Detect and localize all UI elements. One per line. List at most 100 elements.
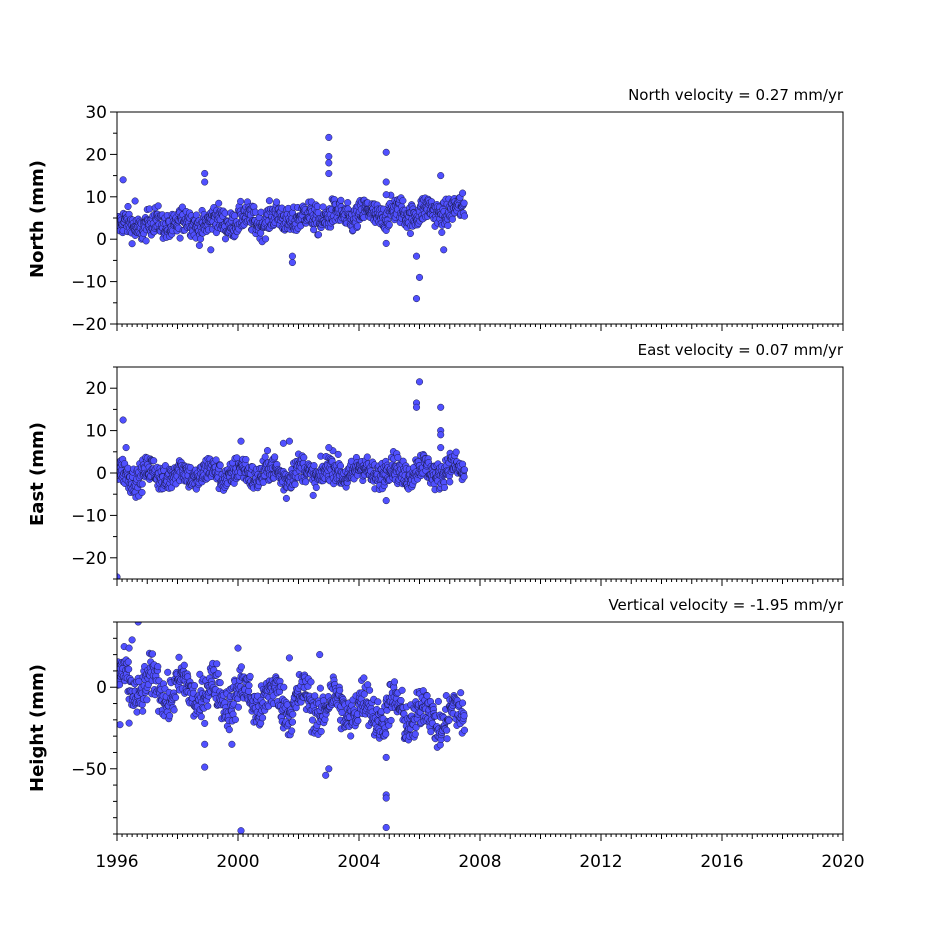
north-panel: North velocity = 0.27 mm/yr North (mm) 3… [27,86,844,335]
height-data-point [423,692,431,700]
east-panel-title: East velocity = 0.07 mm/yr [638,341,844,359]
height-y-axis-label: Height (mm) [27,664,48,792]
north-outlier-point [207,246,215,254]
height-data-point [397,696,405,705]
height-data-point [460,712,468,720]
east-outlier-point [437,403,445,411]
east-data-point [150,457,158,465]
height-panel-title: Vertical velocity = -1.95 mm/yr [608,596,843,614]
north-outlier-point [415,273,424,281]
east-data-point [394,453,402,462]
north-data-point [273,198,281,206]
north-outlier-point [201,169,209,178]
north-data-point [314,231,323,239]
height-x-tick-label: 2012 [579,852,622,872]
north-outlier-point [382,239,390,247]
height-data-point [225,726,233,734]
north-outlier-point [131,197,139,205]
height-data-point [280,683,288,691]
height-data-point [245,681,253,690]
east-outlier-point [437,431,445,439]
height-outlier-point [237,827,245,834]
north-outlier-point [440,246,448,254]
height-outlier-point [201,740,209,748]
east-data-point [138,488,146,496]
height-data-point [288,718,297,726]
height-data-point [164,668,172,676]
east-outlier-point [412,403,421,411]
east-y-tick-label: −10 [71,506,107,526]
north-data-point [124,202,132,211]
height-data-point [307,678,315,686]
height-data-point [354,717,362,725]
east-outlier-point [122,444,130,452]
north-y-tick-label: 0 [96,230,107,250]
height-data-point [175,653,183,661]
height-data-point [336,686,344,694]
height-data-point [139,707,147,715]
north-data-points [117,133,469,303]
north-data-point [399,197,407,205]
height-x-tick-label: 2020 [821,852,864,872]
east-outlier-point [285,437,293,445]
height-data-point [398,686,406,694]
north-data-point [406,229,414,238]
north-outlier-point [201,178,209,186]
north-outlier-point [382,191,390,199]
east-outlier-point [279,439,287,447]
height-data-point [427,728,435,736]
height-x-tick-label: 2000 [216,852,259,872]
height-outlier-point [382,753,390,761]
north-outlier-point [288,252,296,260]
height-outlier-point [316,651,324,659]
north-data-point [385,221,393,229]
north-outlier-point [412,295,421,303]
east-data-point [312,483,320,492]
height-data-point [143,696,151,704]
height-data-point [387,716,395,724]
north-data-point [215,199,223,207]
height-outlier-point [201,763,209,771]
north-data-point [154,202,162,210]
north-data-point [459,189,467,197]
height-data-point [374,698,382,706]
east-y-tick-label: 10 [85,422,107,442]
height-data-point [148,650,157,658]
east-data-point [363,453,371,461]
height-panel: Vertical velocity = -1.95 mm/yr Height (… [27,596,865,872]
east-data-point [300,453,308,462]
east-data-point [309,491,317,499]
east-data-point [452,448,460,456]
height-data-point [308,716,317,724]
north-data-point [353,222,362,230]
north-outlier-point [288,258,296,267]
height-outlier-point [128,636,136,644]
east-outlier-point [325,444,333,452]
height-y-tick-label: −50 [71,760,107,780]
east-y-axis-label: East (mm) [27,422,48,526]
height-data-points [117,622,469,834]
east-data-point [446,478,454,486]
north-y-tick-label: 20 [85,145,107,165]
east-panel: East velocity = 0.07 mm/yr East (mm) 20 1… [27,341,844,586]
height-data-point [288,727,296,735]
north-outlier-point [412,252,421,260]
height-data-point [360,674,368,682]
height-data-point [443,735,451,743]
height-data-point [234,703,242,711]
height-y-tick-label: 0 [96,678,107,698]
east-data-point [460,473,468,481]
east-data-point [216,461,224,469]
height-data-point [459,699,467,707]
height-data-point [204,702,212,710]
north-data-point [237,197,245,205]
height-x-tick-label: 2004 [337,852,380,872]
east-data-point [460,466,469,474]
north-data-point [142,237,150,245]
east-data-point [291,480,299,488]
height-outlier-point [234,644,242,652]
height-data-point [125,665,133,673]
height-data-point [237,663,245,671]
height-data-point [311,692,319,700]
north-data-point [195,241,203,249]
